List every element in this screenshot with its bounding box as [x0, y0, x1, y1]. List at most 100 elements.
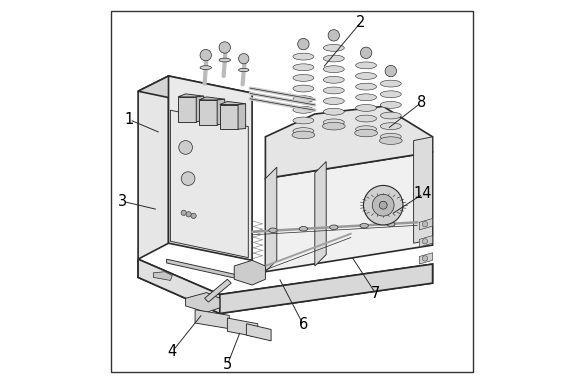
Ellipse shape — [356, 62, 377, 69]
Polygon shape — [217, 99, 225, 125]
Polygon shape — [138, 259, 433, 314]
Ellipse shape — [324, 119, 344, 126]
Ellipse shape — [356, 83, 377, 90]
Ellipse shape — [324, 66, 344, 73]
Polygon shape — [199, 97, 225, 100]
Polygon shape — [169, 76, 252, 260]
Polygon shape — [204, 279, 231, 302]
Circle shape — [186, 212, 192, 217]
Circle shape — [328, 30, 339, 41]
Circle shape — [360, 47, 372, 59]
Ellipse shape — [324, 76, 344, 83]
Ellipse shape — [292, 131, 315, 139]
Ellipse shape — [299, 226, 308, 231]
Ellipse shape — [380, 123, 401, 130]
Ellipse shape — [380, 137, 402, 144]
Polygon shape — [238, 104, 246, 129]
Ellipse shape — [380, 112, 401, 119]
Circle shape — [179, 141, 193, 154]
Ellipse shape — [356, 105, 377, 111]
Circle shape — [379, 201, 387, 209]
Ellipse shape — [356, 73, 377, 79]
Polygon shape — [315, 162, 326, 266]
Ellipse shape — [239, 68, 249, 72]
Ellipse shape — [293, 128, 314, 135]
Ellipse shape — [293, 117, 314, 124]
Polygon shape — [419, 236, 433, 247]
Polygon shape — [220, 105, 238, 129]
Text: 2: 2 — [356, 15, 365, 30]
Polygon shape — [234, 260, 265, 285]
Ellipse shape — [293, 53, 314, 60]
Ellipse shape — [356, 115, 377, 122]
Ellipse shape — [324, 87, 344, 94]
Ellipse shape — [219, 58, 231, 62]
Polygon shape — [265, 106, 433, 179]
Polygon shape — [166, 259, 235, 278]
Polygon shape — [199, 100, 217, 125]
Polygon shape — [419, 253, 433, 264]
Circle shape — [181, 172, 195, 185]
Polygon shape — [220, 264, 433, 313]
Text: 3: 3 — [119, 194, 127, 209]
Text: 5: 5 — [223, 357, 232, 372]
Polygon shape — [196, 96, 204, 122]
Polygon shape — [178, 94, 204, 97]
Polygon shape — [138, 76, 169, 259]
Polygon shape — [265, 152, 433, 272]
Polygon shape — [246, 324, 271, 341]
Ellipse shape — [360, 223, 369, 228]
Ellipse shape — [387, 222, 395, 226]
Circle shape — [200, 49, 211, 61]
Circle shape — [373, 194, 394, 216]
Polygon shape — [178, 97, 196, 122]
Text: 4: 4 — [168, 344, 177, 359]
Polygon shape — [413, 137, 433, 243]
Ellipse shape — [380, 91, 401, 98]
Ellipse shape — [380, 133, 401, 140]
Ellipse shape — [200, 66, 211, 70]
Ellipse shape — [356, 126, 377, 133]
Circle shape — [422, 256, 427, 261]
Circle shape — [422, 222, 427, 227]
Text: 7: 7 — [371, 286, 380, 301]
Circle shape — [219, 42, 231, 53]
Circle shape — [239, 54, 249, 64]
Ellipse shape — [293, 96, 314, 103]
Ellipse shape — [356, 94, 377, 101]
Polygon shape — [220, 101, 246, 105]
Circle shape — [363, 185, 403, 225]
Polygon shape — [153, 272, 172, 280]
Text: 1: 1 — [125, 112, 134, 127]
Ellipse shape — [324, 98, 344, 104]
Polygon shape — [419, 218, 433, 230]
Ellipse shape — [324, 55, 344, 62]
Ellipse shape — [329, 225, 338, 230]
Ellipse shape — [324, 44, 344, 51]
Ellipse shape — [380, 80, 401, 87]
Circle shape — [181, 210, 186, 215]
Ellipse shape — [324, 108, 344, 115]
Polygon shape — [265, 167, 277, 272]
Circle shape — [298, 38, 309, 50]
Ellipse shape — [293, 85, 314, 92]
Ellipse shape — [293, 64, 314, 71]
Polygon shape — [227, 318, 258, 337]
Ellipse shape — [293, 74, 314, 81]
Ellipse shape — [322, 122, 345, 130]
Polygon shape — [195, 310, 230, 329]
Polygon shape — [138, 259, 220, 314]
Ellipse shape — [380, 101, 401, 108]
Ellipse shape — [293, 106, 314, 113]
Circle shape — [385, 65, 397, 77]
Circle shape — [422, 239, 427, 244]
Ellipse shape — [354, 129, 377, 137]
Text: 6: 6 — [299, 317, 308, 332]
Ellipse shape — [269, 228, 277, 233]
Polygon shape — [186, 293, 220, 312]
Circle shape — [191, 213, 196, 218]
Polygon shape — [138, 76, 252, 108]
Text: 8: 8 — [416, 95, 426, 110]
Text: 14: 14 — [414, 186, 432, 201]
Polygon shape — [171, 110, 248, 258]
